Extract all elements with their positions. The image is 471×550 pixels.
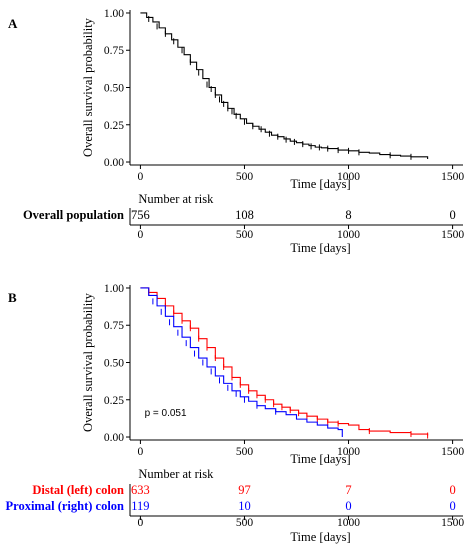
risk-value: 97 [238,483,251,497]
risk-value: 0 [449,483,455,497]
panel-label: B [8,290,17,305]
x-tick-label: 500 [236,171,254,183]
x-axis-label: Time [days] [290,452,350,466]
p-value-annotation: p = 0.051 [145,408,187,419]
y-tick-label: 0.50 [104,83,124,95]
risk-value: 0 [449,208,455,222]
risk-table-header: Number at risk [138,192,214,206]
risk-x-tick-label: 1500 [441,517,464,529]
risk-value: 8 [345,208,351,222]
risk-value: 108 [235,208,254,222]
risk-x-tick-label: 1500 [441,229,464,241]
x-tick-label: 500 [236,446,254,458]
y-tick-label: 0.75 [104,320,124,332]
y-tick-label: 0.25 [104,395,124,407]
risk-row-label: Proximal (right) colon [6,499,125,513]
risk-value: 10 [238,499,251,513]
risk-x-tick-label: 500 [236,517,254,529]
x-tick-label: 0 [138,446,144,458]
risk-row-label: Distal (left) colon [32,483,124,497]
risk-value: 119 [131,499,149,513]
risk-row-label: Overall population [23,208,124,222]
panel-label: A [8,16,18,31]
y-tick-label: 1.00 [104,283,124,295]
y-tick-label: 0.75 [104,45,124,57]
risk-value: 7 [345,483,351,497]
x-tick-label: 1000 [337,446,360,458]
risk-x-tick-label: 0 [138,229,144,241]
y-axis-label: Overall survival probability [81,17,95,157]
x-axis-label: Time [days] [290,177,350,191]
risk-value: 633 [131,483,150,497]
risk-x-tick-label: 0 [138,517,144,529]
risk-value: 756 [131,208,150,222]
y-tick-label: 1.00 [104,8,124,20]
y-tick-label: 0.25 [104,120,124,132]
risk-x-axis-label: Time [days] [290,530,350,544]
risk-x-tick-label: 500 [236,229,254,241]
x-tick-label: 1000 [337,171,360,183]
y-tick-label: 0.00 [104,432,124,444]
survival-curve [140,12,429,160]
y-tick-label: 0.50 [104,358,124,370]
x-tick-label: 0 [138,171,144,183]
survival-curve [140,287,343,438]
risk-value: 0 [449,499,455,513]
risk-value: 0 [345,499,351,513]
risk-table-header: Number at risk [138,467,214,481]
y-axis-label: Overall survival probability [81,292,95,432]
risk-x-axis-label: Time [days] [290,241,350,255]
risk-x-tick-label: 1000 [337,517,360,529]
x-tick-label: 1500 [441,171,464,183]
x-tick-label: 1500 [441,446,464,458]
y-tick-label: 0.00 [104,157,124,169]
risk-x-tick-label: 1000 [337,229,360,241]
